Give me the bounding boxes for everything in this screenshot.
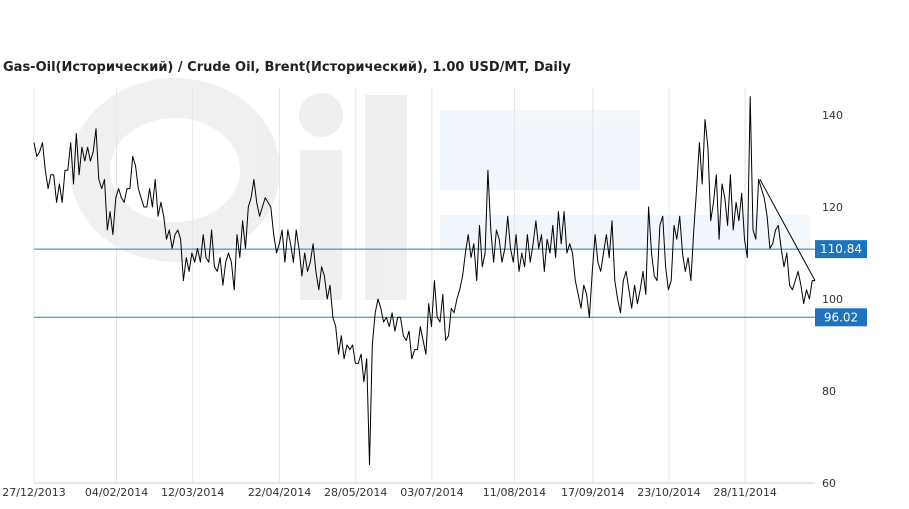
- x-tick-label: 17/09/2014: [561, 486, 624, 499]
- y-tick-label: 80: [822, 385, 836, 398]
- x-tick-label: 28/05/2014: [324, 486, 387, 499]
- x-tick-label: 04/02/2014: [85, 486, 148, 499]
- x-tick-label: 22/04/2014: [248, 486, 311, 499]
- horizontal-line-label: 96.02: [824, 310, 858, 324]
- watermark-logo: [70, 78, 810, 300]
- chart-title: Gas-Oil(Исторический) / Crude Oil, Brent…: [3, 60, 571, 75]
- x-grid: [33, 87, 746, 483]
- y-tick-label: 60: [822, 477, 836, 490]
- horizontal-line-label-box: [815, 308, 867, 327]
- x-tick-label: 27/12/2013: [2, 486, 65, 499]
- horizontal-line-label-box: [815, 240, 867, 259]
- y-tick-label: 120: [822, 201, 843, 214]
- trendline: [759, 179, 816, 281]
- series: [33, 96, 815, 466]
- y-tick-label: 100: [822, 293, 843, 306]
- x-tick-label: 28/11/2014: [713, 486, 776, 499]
- x-tick-label: 03/07/2014: [400, 486, 463, 499]
- horizontal-line-label: 110.84: [820, 242, 862, 256]
- x-tick-label: 23/10/2014: [637, 486, 700, 499]
- y-tick-labels: 60 80 100 120 140: [822, 109, 843, 490]
- x-tick-label: 12/03/2014: [161, 486, 224, 499]
- horizontal-lines: 110.84 96.02: [34, 240, 867, 327]
- series-line: [33, 96, 815, 466]
- y-tick-label: 140: [822, 109, 843, 122]
- x-tick-labels: 27/12/2013 04/02/2014 12/03/2014 22/04/2014…: [2, 486, 777, 499]
- x-tick-label: 11/08/2014: [483, 486, 546, 499]
- trendline-line: [759, 179, 816, 281]
